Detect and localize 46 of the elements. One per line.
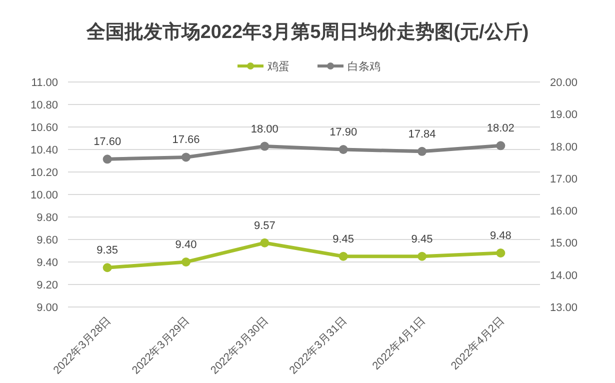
y2-tick-label: 16.00 [550, 206, 578, 218]
y-tick-label: 9.40 [36, 257, 58, 269]
point [182, 152, 190, 162]
y2-tick-label: 20.00 [550, 77, 578, 89]
data-label: 9.45 [332, 233, 354, 246]
point [496, 141, 506, 150]
point [260, 238, 270, 248]
point [102, 263, 112, 272]
data-label: 9.40 [175, 239, 197, 251]
y-tick-label: 9.00 [36, 302, 58, 314]
point [260, 142, 270, 151]
data-label: 18.02 [486, 122, 514, 135]
legend-label: 鸡蛋 [266, 61, 290, 73]
y-tick-label: 10.00 [30, 190, 58, 202]
y-tick-label: 10.80 [30, 100, 58, 112]
y2-tick-label: 19.00 [550, 109, 578, 122]
data-label: 17.66 [172, 134, 200, 146]
y2-tick-label: 17.00 [550, 173, 578, 186]
data-label: 9.57 [254, 220, 276, 232]
data-label: 18.00 [250, 123, 278, 136]
point [418, 252, 426, 261]
point [418, 146, 426, 156]
y-tick-label: 11.00 [31, 77, 58, 89]
y-tick-label: 9.60 [36, 234, 58, 246]
y-tick-label: 10.60 [30, 122, 58, 134]
y-tick-label: 9.20 [36, 280, 58, 292]
chart-title: 全国批发市场2022年3月第5周日均价走势图(元/公斤) [85, 21, 529, 43]
y2-tick-label: 15.00 [550, 238, 578, 250]
data-label: 17.60 [94, 136, 122, 148]
data-label: 9.35 [96, 244, 118, 257]
y-tick-label: 10.40 [30, 144, 58, 156]
point [338, 145, 348, 154]
legend-label: 白条鸡 [348, 61, 380, 73]
y2-tick-label: 13.00 [550, 302, 578, 314]
y-tick-label: 9.80 [36, 212, 58, 224]
data-label: 9.48 [490, 230, 512, 242]
point [182, 258, 190, 266]
point [496, 248, 506, 258]
data-label: 17.90 [330, 126, 358, 138]
point [102, 154, 112, 164]
data-label: 17.84 [408, 128, 436, 140]
y-tick-label: 10.20 [30, 167, 58, 179]
point [338, 252, 348, 261]
y2-tick-label: 14.00 [550, 270, 578, 282]
y2-tick-label: 18.00 [550, 141, 578, 154]
data-label: 9.45 [411, 233, 433, 246]
